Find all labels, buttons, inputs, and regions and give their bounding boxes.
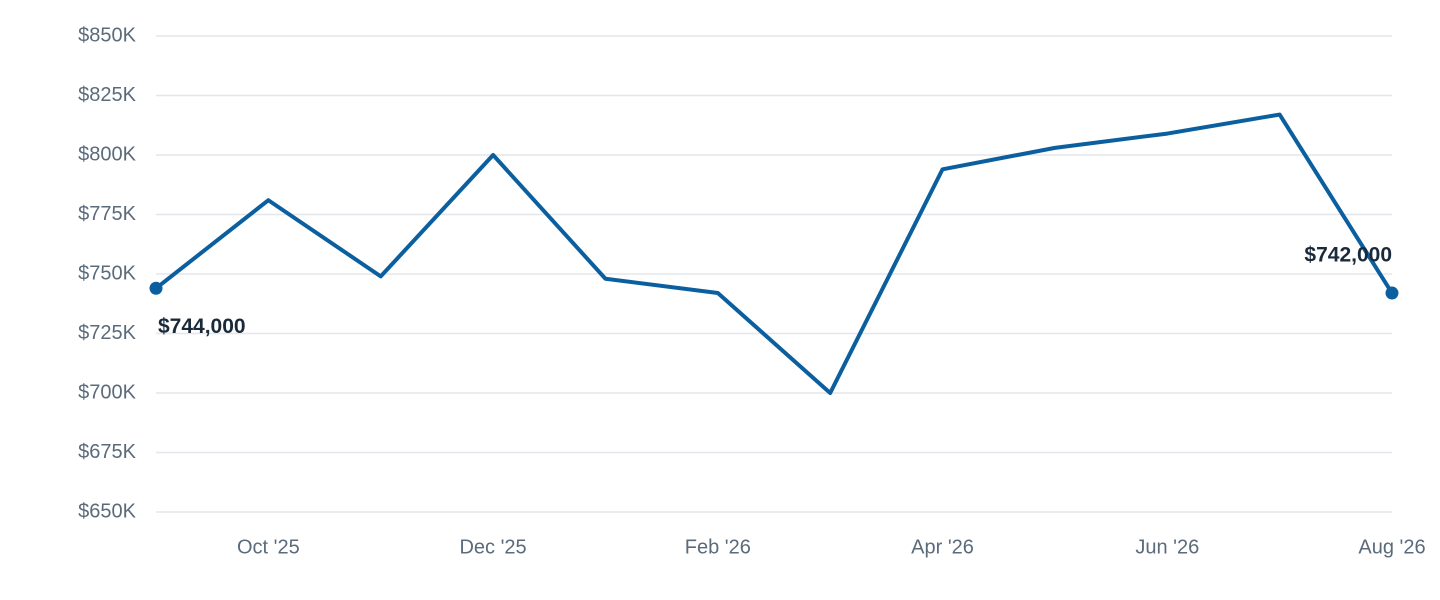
x-tick-label: Jun '26: [1135, 536, 1199, 558]
x-tick-label: Oct '25: [237, 536, 300, 558]
y-tick-label: $750K: [78, 262, 136, 284]
y-tick-label: $725K: [78, 322, 136, 344]
x-tick-label: Aug '26: [1358, 536, 1425, 558]
point: [1385, 286, 1399, 300]
y-tick-label: $825K: [78, 84, 136, 106]
y-tick-label: $800K: [78, 143, 136, 165]
y-tick-label: $775K: [78, 203, 136, 225]
point: [149, 281, 163, 295]
y-tick-label: $650K: [78, 500, 136, 522]
line: [154, 112, 1394, 395]
value-label: $742,000: [1304, 244, 1392, 267]
x-tick-label: Dec '25: [459, 536, 526, 558]
x-tick-label: Apr '26: [911, 536, 974, 558]
value-label: $744,000: [158, 315, 246, 338]
y-tick-label: $675K: [78, 441, 136, 463]
y-tick-label: $850K: [78, 24, 136, 46]
x-tick-label: Feb '26: [685, 536, 751, 558]
y-tick-label: $700K: [78, 381, 136, 403]
